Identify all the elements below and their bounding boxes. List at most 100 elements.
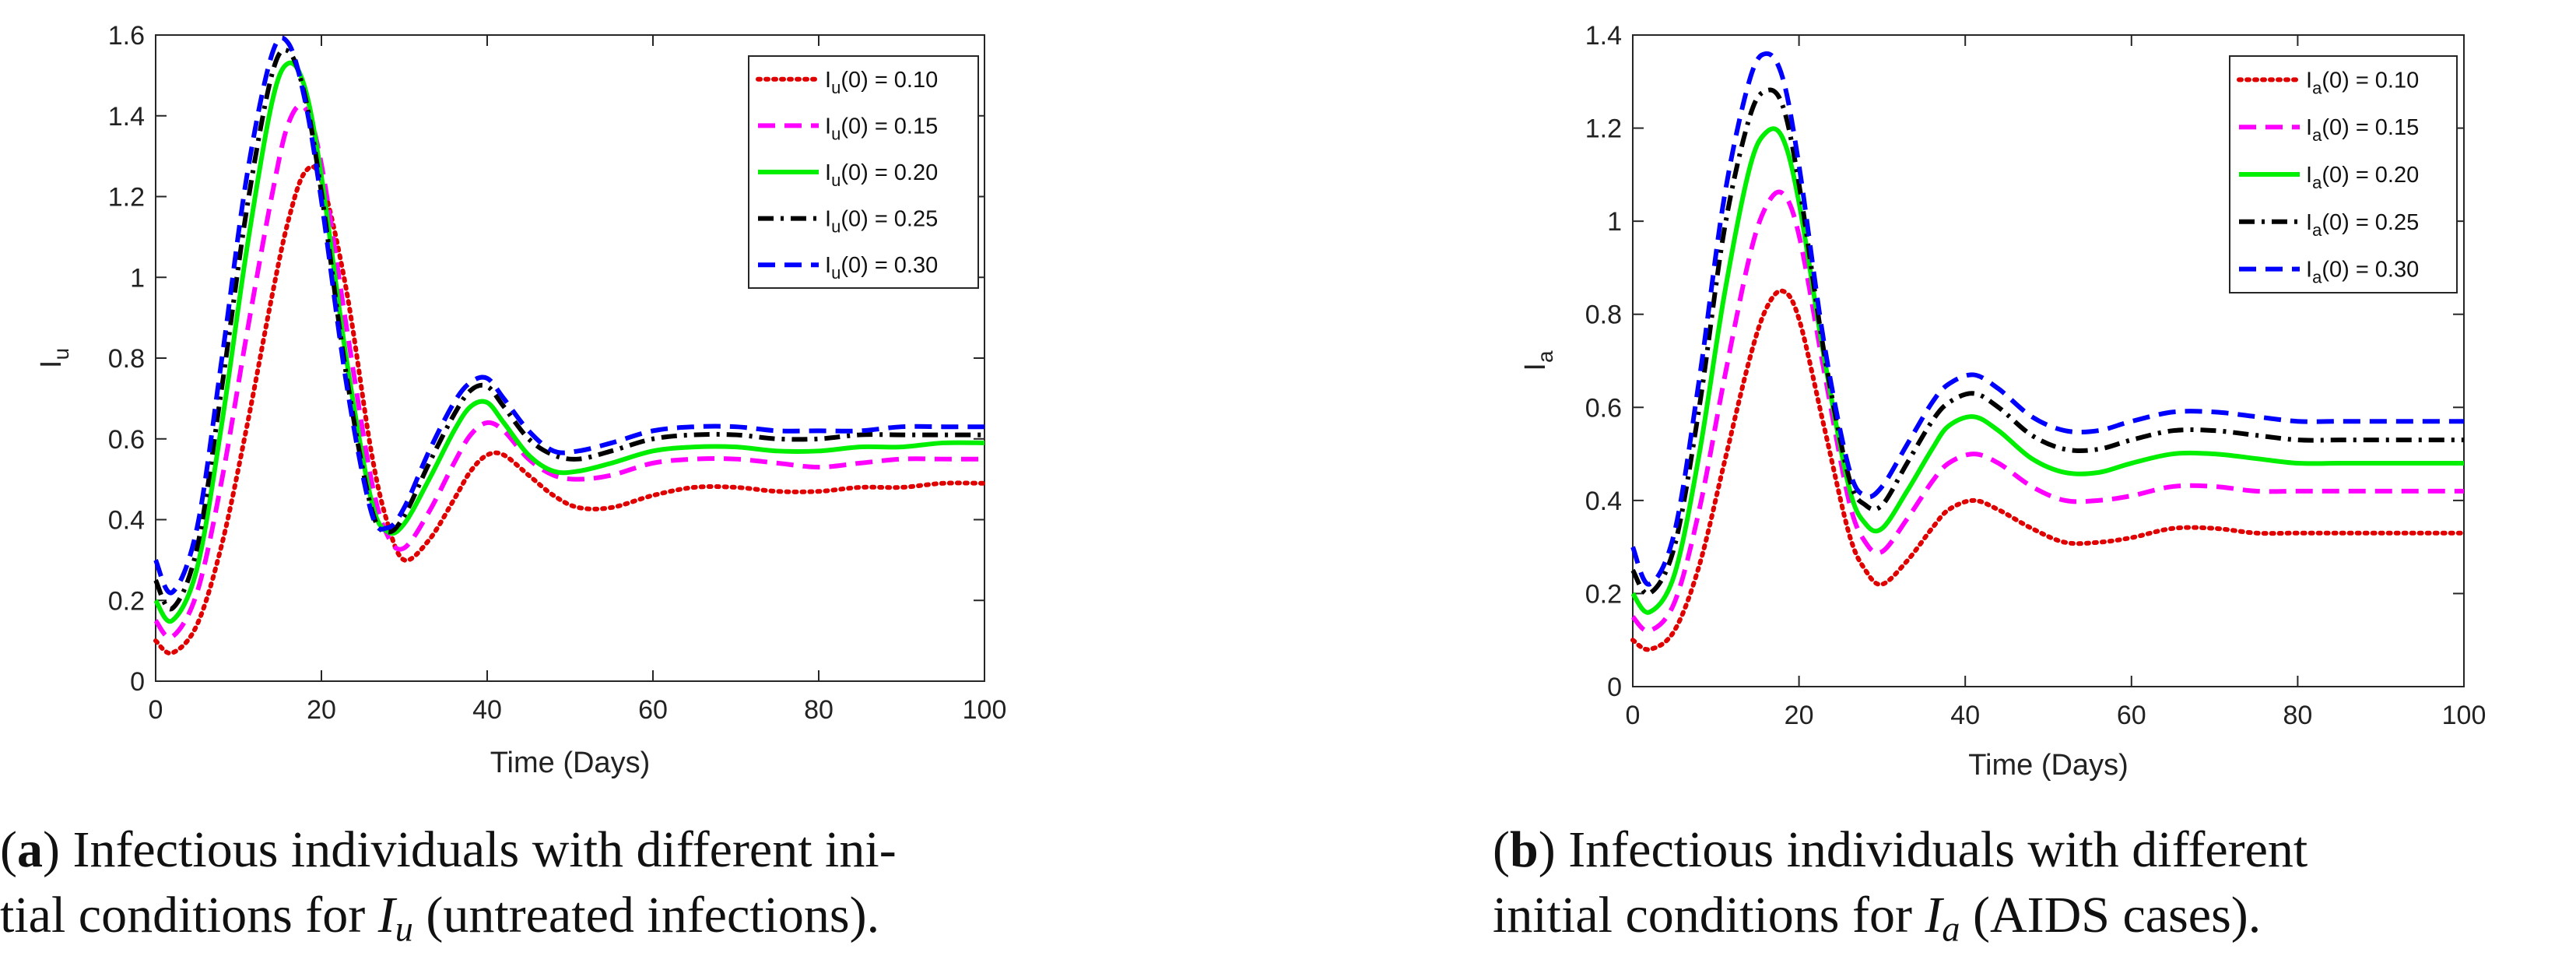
- caption-a-sub: u: [395, 908, 413, 949]
- legend-entry-rest: (0) = 0.25: [2322, 210, 2419, 235]
- caption-b-letter: b: [1509, 821, 1539, 878]
- legend-entry: Iu(0) = 0.30: [825, 253, 938, 283]
- series-line-a-2: [153, 103, 984, 640]
- y-tick-label: 0: [130, 667, 145, 697]
- legend-entry-rest: (0) = 0.15: [2322, 115, 2419, 140]
- legend-entry: Ia(0) = 0.30: [2306, 258, 2419, 287]
- legend-entry-name: I: [2306, 210, 2312, 235]
- y-axis-label-main: I: [1519, 363, 1552, 371]
- y-tick-label: 1.4: [108, 102, 145, 132]
- legend-entry: Ia(0) = 0.10: [2306, 68, 2419, 97]
- legend-entry-sub: u: [831, 78, 841, 97]
- legend-entry-sub: a: [2312, 268, 2322, 287]
- legend-entry: Iu(0) = 0.10: [825, 68, 938, 97]
- y-tick-label: 0.2: [1585, 579, 1622, 609]
- x-tick-label: 0: [1626, 701, 1641, 730]
- legend-entry: Ia(0) = 0.15: [2306, 115, 2419, 145]
- x-tick-label: 100: [2442, 701, 2487, 730]
- caption-b-sub: a: [1942, 908, 1960, 949]
- caption-a-letter: a: [16, 821, 43, 878]
- series-line-a-3: [153, 60, 985, 624]
- caption-a: (a) Infectious individuals with differen…: [0, 821, 897, 949]
- x-tick-label: 60: [638, 695, 668, 725]
- y-tick-label: 0.4: [108, 506, 145, 536]
- y-axis-label-main: I: [35, 360, 68, 369]
- legend-entry: Ia(0) = 0.20: [2306, 163, 2419, 192]
- y-axis-label-a: Iu: [35, 348, 73, 368]
- series-line-b-4: [1630, 87, 2464, 596]
- legend-entry-sub: u: [831, 124, 841, 143]
- y-tick-label: 1: [1607, 207, 1622, 237]
- series-line-a-5: [153, 35, 984, 596]
- chart-panel-a: 0 20 40 60 80 100 0 0.2 0.4 0.6 0.8 1 1.2 1.4 1.6 Time …: [35, 21, 1006, 779]
- y-tick-label: 1.6: [108, 21, 145, 51]
- legend-entry-name: I: [2306, 68, 2312, 93]
- legend-entry-sub: u: [831, 170, 841, 190]
- legend-entry-rest: (0) = 0.15: [841, 114, 938, 139]
- caption-a-line1: Infectious individuals with different in…: [59, 821, 897, 878]
- series-line-b-2: [1630, 189, 2464, 634]
- x-tick-label: 20: [1785, 701, 1814, 730]
- legend-entry-sub: a: [2312, 173, 2322, 192]
- x-tick-label: 40: [472, 695, 502, 725]
- legend-entry-name: I: [825, 160, 831, 185]
- legend-entry-sub: a: [2312, 125, 2322, 145]
- series-line-b-5: [1630, 51, 2464, 587]
- y-tick-label: 0: [1607, 673, 1622, 702]
- legend-entry-sub: u: [831, 217, 841, 237]
- caption-b: (b) Infectious individuals with differen…: [1493, 821, 2308, 949]
- y-tick-label: 1: [130, 263, 145, 293]
- caption-b-line1: Infectious individuals with different: [1555, 821, 2308, 878]
- y-tick-label: 0.2: [108, 586, 145, 616]
- legend-entry: Iu(0) = 0.20: [825, 160, 938, 190]
- legend-entry-rest: (0) = 0.30: [841, 253, 938, 278]
- x-tick-label: 80: [2283, 701, 2312, 730]
- y-tick-label: 1.4: [1585, 21, 1622, 51]
- caption-a-line2-pre: tial conditions for: [0, 887, 378, 944]
- y-tick-label: 1.2: [1585, 114, 1622, 144]
- x-tick-label: 60: [2117, 701, 2146, 730]
- y-axis-label-b: Ia: [1519, 350, 1557, 371]
- y-tick-label: 0.6: [108, 425, 145, 455]
- legend-entry: Iu(0) = 0.25: [825, 207, 938, 237]
- y-axis-label-sub: a: [1533, 350, 1557, 363]
- legend-entry-sub: a: [2312, 78, 2322, 97]
- y-axis-label-sub: u: [49, 348, 73, 360]
- legend-entry-name: I: [825, 114, 831, 139]
- series-line-b-3: [1630, 126, 2464, 615]
- x-tick-label: 40: [1950, 701, 1980, 730]
- x-tick-label: 0: [149, 695, 163, 725]
- x-axis-label-b: Time (Days): [1968, 749, 2128, 782]
- y-tick-label: 0.6: [1585, 393, 1622, 423]
- legend-entry-name: I: [2306, 258, 2312, 283]
- legend-entry-sub: a: [2312, 220, 2322, 240]
- legend-entry-rest: (0) = 0.20: [2322, 163, 2419, 188]
- legend-entry-rest: (0) = 0.10: [841, 68, 938, 93]
- caption-b-var: I: [1925, 887, 1943, 944]
- caption-b-line2-pre: initial conditions for: [1493, 887, 1925, 944]
- y-tick-label: 0.8: [1585, 300, 1622, 330]
- y-tick-label: 1.2: [108, 183, 145, 213]
- y-tick-label: 0.8: [108, 344, 145, 374]
- series-line-a-1: [153, 163, 987, 656]
- legend-entry-name: I: [2306, 115, 2312, 140]
- legend-entry-name: I: [825, 253, 831, 278]
- x-tick-label: 20: [307, 695, 336, 725]
- legend-entry-sub: u: [831, 263, 841, 283]
- legend-entry-name: I: [825, 207, 831, 232]
- x-tick-label: 80: [804, 695, 834, 725]
- series-line-b-1: [1630, 288, 2466, 652]
- legend-entry-name: I: [2306, 163, 2312, 188]
- caption-a-var: I: [377, 887, 395, 944]
- x-axis-label-a: Time (Days): [490, 747, 650, 779]
- chart-panel-b: 0 20 40 60 80 100 0 0.2 0.4 0.6 0.8 1 1.2 1.4 Time (Da…: [1519, 21, 2486, 782]
- legend-entry-rest: (0) = 0.10: [2322, 68, 2419, 93]
- legend-entry: Ia(0) = 0.25: [2306, 210, 2419, 240]
- y-tick-label: 0.4: [1585, 487, 1622, 516]
- legend-entry-rest: (0) = 0.20: [841, 160, 938, 185]
- legend-entry-rest: (0) = 0.30: [2322, 258, 2419, 283]
- legend-entry-name: I: [825, 68, 831, 93]
- legend-entry-rest: (0) = 0.25: [841, 207, 938, 232]
- x-tick-label: 100: [963, 695, 1007, 725]
